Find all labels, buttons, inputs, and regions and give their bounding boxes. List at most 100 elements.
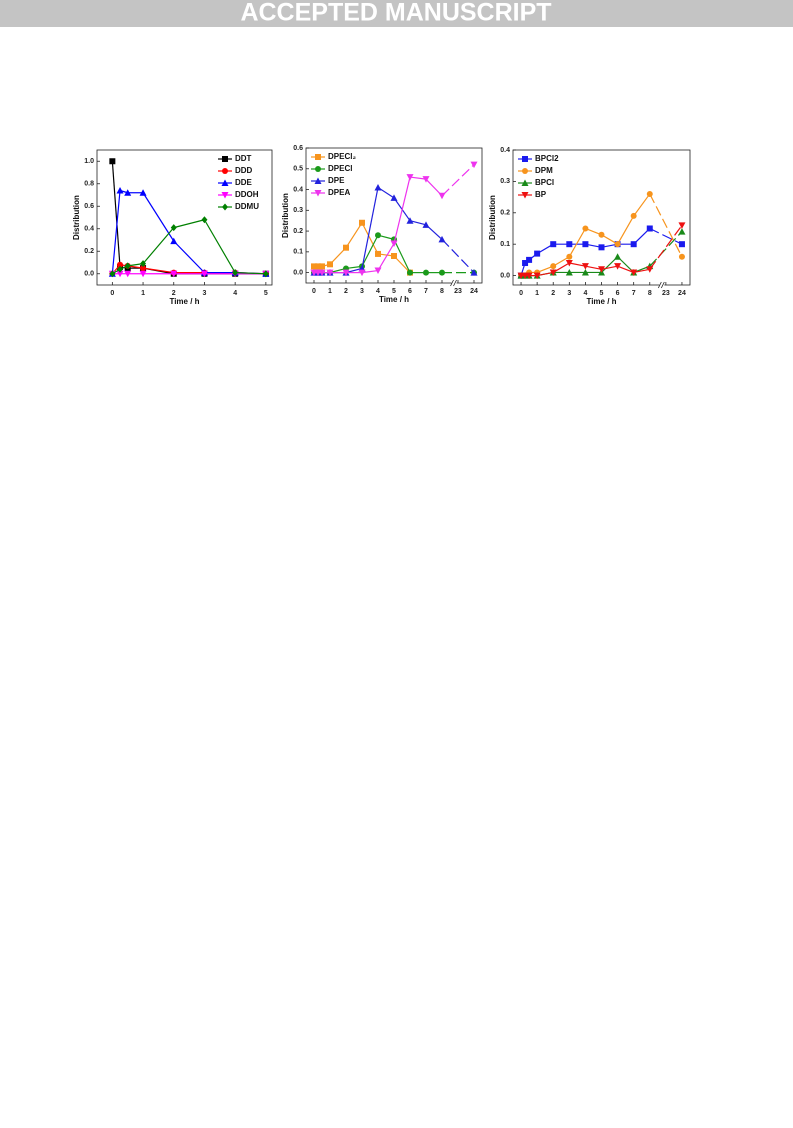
header-bar <box>0 0 793 27</box>
legend-label: DDMU <box>235 202 259 211</box>
marker <box>391 253 397 259</box>
series-segment <box>111 190 121 274</box>
x-tick-label: 0 <box>312 288 316 295</box>
y-tick-label: 0.4 <box>500 147 510 154</box>
marker <box>232 269 239 277</box>
marker <box>422 221 430 228</box>
series-segment <box>393 239 411 273</box>
series-segment <box>409 176 427 180</box>
x-tick-label: 3 <box>567 290 571 297</box>
marker <box>598 266 605 273</box>
marker <box>124 262 131 270</box>
series-segment <box>235 272 266 275</box>
x-tick-label: 7 <box>424 288 428 295</box>
x-axis-label: Time / h <box>169 297 199 306</box>
marker <box>326 269 334 277</box>
x-tick-label: 23 <box>662 290 670 297</box>
x-tick-label: 7 <box>632 290 636 297</box>
x-tick-label: 23 <box>454 288 462 295</box>
marker <box>534 250 541 257</box>
series-segment <box>649 224 683 270</box>
x-tick-label: 8 <box>440 288 444 295</box>
axis-break-mark <box>660 281 665 289</box>
marker <box>117 261 124 268</box>
x-tick-label: 2 <box>551 290 555 297</box>
x-tick-label: 1 <box>535 290 539 297</box>
x-axis-label: Time / h <box>379 295 409 304</box>
x-tick-label: 0 <box>519 290 523 297</box>
marker <box>582 241 589 248</box>
marker <box>221 192 229 199</box>
series-segment <box>361 234 379 267</box>
marker <box>314 177 322 184</box>
series-segment <box>649 231 683 267</box>
marker <box>533 272 541 280</box>
marker <box>521 192 529 199</box>
x-tick-label: 24 <box>678 290 686 297</box>
marker <box>222 156 228 162</box>
series-segment <box>173 219 205 229</box>
series-segment <box>617 265 634 274</box>
marker <box>222 168 228 174</box>
legend-label: BPCl2 <box>535 154 559 163</box>
series-segment <box>552 256 570 267</box>
marker <box>315 166 321 172</box>
plot-frame <box>96 149 273 286</box>
marker <box>614 263 622 270</box>
y-tick-label: 0.2 <box>500 210 510 217</box>
series-segment <box>649 227 683 245</box>
marker <box>374 267 382 275</box>
marker <box>359 219 365 226</box>
series-segment <box>585 265 602 270</box>
axis-break-gap <box>451 280 457 286</box>
marker <box>390 194 398 201</box>
marker <box>201 216 208 224</box>
marker <box>139 189 147 196</box>
marker <box>407 269 413 276</box>
y-tick-label: 0.4 <box>293 186 303 193</box>
marker <box>109 158 116 165</box>
marker <box>318 269 326 277</box>
y-axis-label: Distribution <box>72 195 81 240</box>
marker <box>581 263 589 270</box>
y-tick-label: 0.3 <box>500 178 510 185</box>
x-tick-label: 4 <box>376 288 380 295</box>
x-tick-label: 1 <box>141 290 145 297</box>
marker <box>582 225 589 232</box>
y-tick-label: 0.3 <box>293 207 303 214</box>
x-tick-label: 2 <box>172 290 176 297</box>
marker <box>470 269 478 276</box>
y-tick-label: 0.4 <box>84 226 94 233</box>
marker <box>646 266 654 273</box>
y-tick-label: 0.2 <box>84 248 94 255</box>
x-axis-label: Time / h <box>586 297 616 306</box>
marker <box>375 250 381 257</box>
marker <box>314 190 322 197</box>
series-segment <box>361 269 379 274</box>
x-tick-label: 1 <box>328 288 332 295</box>
series-segment <box>361 187 379 269</box>
series-segment <box>633 193 651 217</box>
series-segment <box>601 265 618 270</box>
series-segment <box>569 262 586 267</box>
x-tick-label: 5 <box>264 290 268 297</box>
series-segment <box>568 228 586 258</box>
y-tick-label: 0.5 <box>293 166 303 173</box>
marker <box>422 176 430 183</box>
legend-label: BPCl <box>535 178 554 187</box>
legend-label: BP <box>535 190 547 199</box>
series-segment <box>377 243 395 271</box>
marker <box>116 270 124 278</box>
x-tick-label: 2 <box>344 288 348 295</box>
series-segment <box>393 176 411 244</box>
marker <box>646 190 653 197</box>
x-tick-label: 6 <box>616 290 620 297</box>
series-segment <box>537 271 554 277</box>
series-segment <box>203 219 236 273</box>
marker <box>170 237 178 245</box>
series-segment <box>649 193 683 258</box>
legend-label: DPECl <box>328 164 352 173</box>
series-segment <box>441 238 475 274</box>
axis-break-gap <box>659 282 665 288</box>
